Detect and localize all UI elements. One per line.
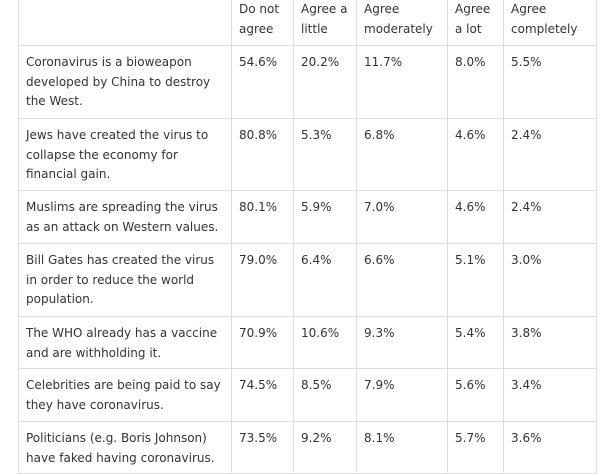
percent-cell: 4.6% bbox=[447, 118, 504, 191]
percent-cell: 8.5% bbox=[293, 368, 357, 422]
percent-cell: 79.0% bbox=[231, 243, 294, 317]
percent-cell: 7.9% bbox=[356, 368, 448, 422]
table-row: Bill Gates has created the virus in orde… bbox=[18, 243, 597, 317]
statement-cell: Politicians (e.g. Boris Johnson) have fa… bbox=[18, 421, 232, 474]
statement-cell: Bill Gates has created the virus in orde… bbox=[18, 243, 232, 317]
percent-cell: 6.4% bbox=[293, 243, 357, 317]
statement-cell: Muslims are spreading the virus as an at… bbox=[18, 190, 232, 244]
header-row: Do not agree Agree a little Agree moderate… bbox=[18, 0, 597, 46]
table-row: Jews have created the virus to collapse … bbox=[18, 118, 597, 191]
percent-cell: 4.6% bbox=[447, 190, 504, 244]
header-cell: Agree moderately bbox=[356, 0, 448, 46]
header-cell: Agree completely bbox=[503, 0, 597, 46]
table-row: The WHO already has a vaccine and are wi… bbox=[18, 316, 597, 369]
percent-cell: 5.1% bbox=[447, 243, 504, 317]
percent-cell: 73.5% bbox=[231, 421, 294, 474]
table-row: Celebrities are being paid to say they h… bbox=[18, 368, 597, 422]
percent-cell: 3.6% bbox=[503, 421, 597, 474]
percent-cell: 9.3% bbox=[356, 316, 448, 369]
percent-cell: 2.4% bbox=[503, 118, 597, 191]
percent-cell: 3.0% bbox=[503, 243, 597, 317]
percent-cell: 7.0% bbox=[356, 190, 448, 244]
percent-cell: 5.9% bbox=[293, 190, 357, 244]
header-cell: Agree a lot bbox=[447, 0, 504, 46]
statement-cell: Jews have created the virus to collapse … bbox=[18, 118, 232, 191]
corner-cell bbox=[18, 0, 232, 46]
percent-cell: 6.6% bbox=[356, 243, 448, 317]
percent-cell: 5.7% bbox=[447, 421, 504, 474]
percent-cell: 9.2% bbox=[293, 421, 357, 474]
percent-cell: 20.2% bbox=[293, 45, 357, 119]
percent-cell: 2.4% bbox=[503, 190, 597, 244]
percent-cell: 3.4% bbox=[503, 368, 597, 422]
percent-cell: 70.9% bbox=[231, 316, 294, 369]
percent-cell: 5.4% bbox=[447, 316, 504, 369]
statement-cell: Celebrities are being paid to say they h… bbox=[18, 368, 232, 422]
table-row: Politicians (e.g. Boris Johnson) have fa… bbox=[18, 421, 597, 474]
percent-cell: 11.7% bbox=[356, 45, 448, 119]
header-cell: Agree a little bbox=[293, 0, 357, 46]
table-row: Coronavirus is a bioweapon developed by … bbox=[18, 45, 597, 119]
percent-cell: 3.8% bbox=[503, 316, 597, 369]
percent-cell: 5.3% bbox=[293, 118, 357, 191]
percent-cell: 80.8% bbox=[231, 118, 294, 191]
percent-cell: 8.0% bbox=[447, 45, 504, 119]
survey-table: Do not agree Agree a little Agree moderate… bbox=[18, 0, 597, 474]
percent-cell: 6.8% bbox=[356, 118, 448, 191]
header-cell: Do not agree bbox=[231, 0, 294, 46]
percent-cell: 5.5% bbox=[503, 45, 597, 119]
percent-cell: 10.6% bbox=[293, 316, 357, 369]
percent-cell: 5.6% bbox=[447, 368, 504, 422]
percent-cell: 54.6% bbox=[231, 45, 294, 119]
percent-cell: 8.1% bbox=[356, 421, 448, 474]
table-row: Muslims are spreading the virus as an at… bbox=[18, 190, 597, 244]
statement-cell: Coronavirus is a bioweapon developed by … bbox=[18, 45, 232, 119]
statement-cell: The WHO already has a vaccine and are wi… bbox=[18, 316, 232, 369]
percent-cell: 80.1% bbox=[231, 190, 294, 244]
percent-cell: 74.5% bbox=[231, 368, 294, 422]
